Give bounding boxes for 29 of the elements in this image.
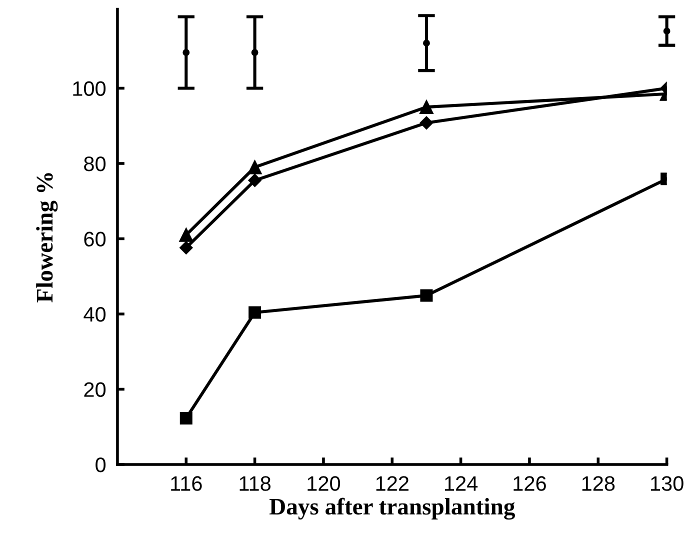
point: [423, 40, 430, 47]
point: [180, 241, 193, 254]
point: [182, 49, 190, 56]
point: [248, 306, 262, 319]
x-tick-label: 120: [308, 476, 340, 491]
point: [180, 412, 192, 424]
x-tick-label: 122: [376, 476, 408, 491]
x-tick-label: 116: [171, 476, 202, 491]
y-axis-title: Flowering %: [36, 173, 58, 302]
point: [179, 228, 194, 242]
x-tick-label: 118: [240, 476, 271, 491]
y-tick-label: 100: [73, 81, 106, 96]
x-tick-label: 128: [582, 476, 615, 491]
x-axis-title: Days after transplanting: [269, 498, 516, 520]
point: [248, 174, 262, 187]
point: [420, 116, 434, 130]
x-tick-label: 126: [514, 476, 546, 491]
point: [420, 100, 434, 114]
y-tick-label: 40: [84, 306, 106, 322]
x-tick-label: 130: [651, 476, 684, 491]
x-tick-label: 124: [445, 476, 478, 491]
point: [251, 49, 258, 56]
y-tick-label: 20: [84, 382, 106, 397]
point: [663, 28, 670, 35]
point: [420, 289, 433, 302]
y-tick-label: 60: [84, 232, 106, 246]
y-tick-label: 0: [96, 457, 106, 472]
point: [248, 160, 262, 174]
y-tick-label: 80: [84, 156, 106, 172]
